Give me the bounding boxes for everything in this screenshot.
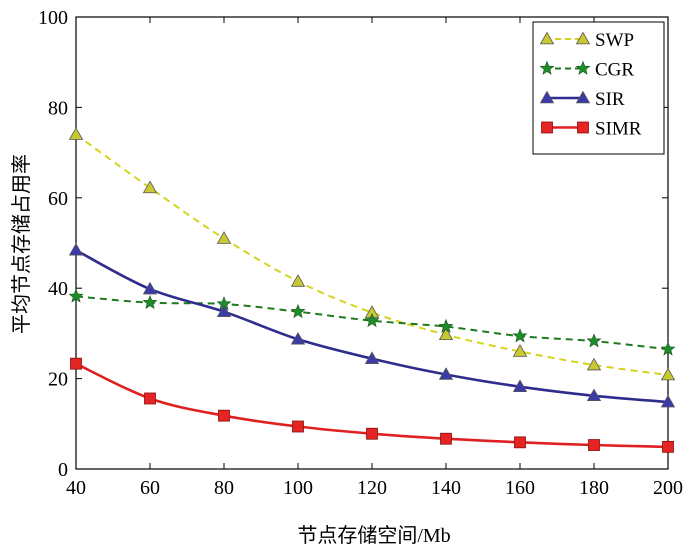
legend: SWP CGR SIR SIMR: [532, 21, 665, 155]
series-simr: [70, 357, 674, 453]
legend-marker-cgr: [575, 60, 591, 75]
data-point-swp: [438, 327, 454, 341]
data-point-sir: [142, 281, 158, 295]
legend-entry-simr: SIMR: [541, 119, 642, 140]
plot-area: [68, 127, 676, 453]
legend-label-sir: SIR: [595, 89, 625, 110]
data-point-cgr: [660, 341, 676, 356]
y-tick-label: 0: [58, 459, 68, 481]
data-point-swp: [216, 231, 232, 244]
data-point-cgr: [68, 288, 84, 303]
x-tick-label: 80: [214, 477, 234, 499]
data-point-swp: [512, 344, 528, 357]
legend-label-simr: SIMR: [595, 119, 642, 140]
data-point-simr: [218, 409, 230, 422]
series-line-sir: [75, 249, 669, 404]
data-point-sir: [290, 331, 306, 345]
legend-entry-swp: SWP: [539, 30, 634, 51]
data-point-cgr: [512, 328, 528, 343]
data-point-sir: [660, 394, 676, 408]
data-point-cgr: [142, 294, 158, 309]
legend-label-swp: SWP: [595, 30, 634, 51]
x-tick-label: 60: [140, 477, 160, 499]
legend-marker-swp: [575, 31, 591, 45]
data-point-sir: [512, 379, 528, 393]
x-axis-label: 节点存储空间/Mb: [297, 524, 450, 547]
data-point-sir: [216, 304, 232, 317]
series-line-swp: [75, 133, 669, 376]
data-point-cgr: [290, 303, 306, 319]
data-point-swp: [660, 367, 676, 381]
data-point-sir: [586, 388, 602, 402]
data-point-swp: [290, 274, 306, 287]
data-point-simr: [662, 440, 674, 453]
y-tick-label: 60: [48, 188, 68, 210]
x-tick-label: 140: [431, 477, 461, 499]
series-sir: [68, 242, 676, 408]
series-cgr: [68, 288, 676, 356]
data-point-simr: [440, 432, 452, 445]
data-point-simr: [144, 392, 156, 405]
data-point-simr: [292, 420, 304, 433]
x-tick-label: 40: [66, 477, 86, 499]
data-point-simr: [70, 357, 82, 370]
y-tick-label: 80: [48, 97, 68, 119]
x-tick-label: 120: [357, 477, 387, 499]
x-tick-label: 100: [283, 477, 313, 499]
legend-label-cgr: CGR: [595, 60, 634, 81]
data-point-cgr: [364, 312, 380, 328]
y-tick-label: 100: [38, 7, 68, 29]
x-tick-label: 160: [505, 477, 535, 499]
data-point-cgr: [586, 333, 602, 348]
legend-marker-simr: [541, 121, 553, 134]
data-point-swp: [586, 357, 602, 371]
data-point-sir: [68, 242, 84, 256]
x-tick-label: 200: [653, 477, 683, 499]
data-point-cgr: [438, 318, 454, 333]
legend-marker-simr: [577, 121, 589, 134]
legend-entry-cgr: CGR: [539, 60, 634, 81]
legend-entry-sir: SIR: [539, 89, 625, 110]
series-swp: [68, 127, 676, 381]
data-point-sir: [364, 351, 380, 364]
series-line-cgr: [75, 295, 669, 351]
data-point-simr: [514, 436, 526, 449]
x-tick-label: 180: [579, 477, 609, 499]
data-point-simr: [366, 427, 378, 440]
axes: 40 60 80 100 120 140 160 180 200 0 20 40 60 80 100: [38, 7, 683, 499]
data-point-swp: [68, 127, 84, 140]
legend-marker-swp: [539, 31, 555, 45]
y-axis-label: 平均节点存储占用率: [10, 154, 33, 334]
y-tick-label: 20: [48, 369, 68, 391]
data-point-simr: [588, 439, 600, 451]
legend-marker-sir: [539, 90, 555, 104]
data-point-sir: [438, 367, 454, 380]
data-point-swp: [142, 180, 158, 194]
y-tick-label: 40: [48, 278, 68, 300]
legend-box: [532, 21, 665, 155]
legend-marker-sir: [575, 90, 591, 104]
legend-marker-cgr: [539, 60, 555, 75]
